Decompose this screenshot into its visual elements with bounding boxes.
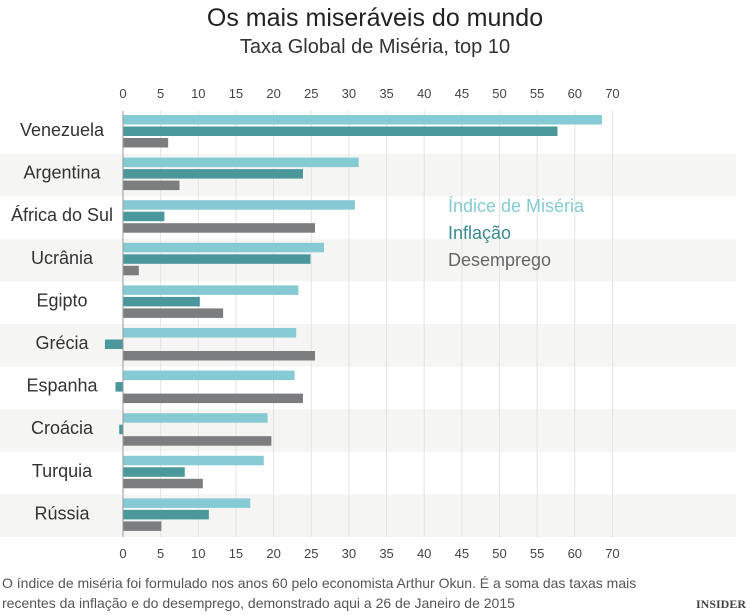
bar-misery [123,200,355,210]
bar-unemployment [123,351,316,361]
x-tick-label-bottom: 45 [455,546,469,561]
bar-misery [123,498,251,508]
x-tick-label-bottom: 50 [492,546,506,561]
chart-title: Os mais miseráveis do mundo [206,4,544,32]
x-tick-label-bottom: 10 [191,546,205,561]
x-tick-label-top: 0 [119,86,126,101]
bar-unemployment [123,521,162,531]
x-tick-label-bottom: 35 [379,546,393,561]
legend: Índice de Miséria Inflação Desemprego [448,193,584,274]
x-tick-label-top: 50 [492,86,506,101]
category-label: Argentina [23,163,101,183]
x-tick-label-top: 25 [304,86,318,101]
bar-misery [123,242,325,253]
x-tick-label-top: 30 [342,86,356,101]
chart-subtitle: Taxa Global de Miséria, top 10 [239,36,511,58]
bar-inflation [123,296,200,307]
bar-inflation [123,254,311,264]
x-tick-label-bottom: 20 [266,546,280,561]
bar-misery [123,413,268,423]
x-tick-label-bottom: 55 [530,546,544,561]
footnote-line-2: recentes da inflação e do desemprego, de… [2,595,515,611]
bar-misery [123,455,264,466]
bar-unemployment [123,180,180,191]
category-label: Grécia [35,333,89,353]
bar-inflation [115,382,123,392]
x-tick-label-top: 45 [455,86,469,101]
bar-inflation [123,211,165,222]
bar-misery [123,157,359,168]
x-tick-label-top: 35 [379,86,393,101]
bar-unemployment [123,265,139,276]
x-tick-label-top: 55 [530,86,544,101]
legend-unemployment: Desemprego [448,250,552,270]
bar-misery [123,115,602,125]
x-tick-label-bottom: 25 [304,546,318,561]
bar-unemployment [123,478,203,489]
bar-misery [123,370,295,381]
category-label: Egipto [36,290,87,310]
bar-unemployment [123,138,169,148]
bar-unemployment [123,308,224,318]
bar-misery [123,328,297,338]
bar-inflation [104,339,123,349]
bar-unemployment [123,393,303,404]
category-label: Espanha [26,376,98,396]
x-tick-label-top: 40 [417,86,431,101]
row-band [0,409,736,452]
x-tick-label-top: 15 [229,86,243,101]
category-label: Venezuela [20,120,105,140]
legend-inflation: Inflação [448,223,512,243]
x-tick-label-top: 5 [157,86,164,101]
x-tick-label-bottom: 15 [229,546,243,561]
x-tick-label-bottom: 40 [417,546,431,561]
row-band [0,238,736,282]
bar-inflation [123,467,185,477]
category-label: Ucrânia [31,248,94,268]
bar-unemployment [123,436,272,446]
bar-misery [123,285,299,295]
category-label: África do Sul [11,205,113,225]
bar-unemployment [123,223,316,233]
row-band [0,494,736,537]
category-label: Turquia [32,461,93,481]
x-tick-label-top: 60 [568,86,582,101]
x-tick-label-bottom: 30 [342,546,356,561]
bar-inflation [123,169,303,179]
bar-inflation [123,509,209,520]
x-tick-label-bottom: 5 [157,546,164,561]
x-tick-label-top: 10 [191,86,205,101]
x-tick-label-top: 70 [605,86,619,101]
category-label: Croácia [31,418,94,438]
x-tick-label-bottom: 70 [605,546,619,561]
x-tick-label-bottom: 60 [568,546,582,561]
footnote: O índice de miséria foi formulado nos an… [2,573,722,613]
bar-inflation [119,424,123,435]
legend-misery: Índice de Miséria [448,196,585,216]
x-tick-label-bottom: 0 [119,546,126,561]
insider-logo: INSIDER [695,597,746,611]
footnote-line-1: O índice de miséria foi formulado nos an… [2,575,637,591]
bar-inflation [123,126,558,136]
row-band [0,153,736,197]
category-label: Rússia [34,503,90,523]
x-tick-label-top: 20 [266,86,280,101]
